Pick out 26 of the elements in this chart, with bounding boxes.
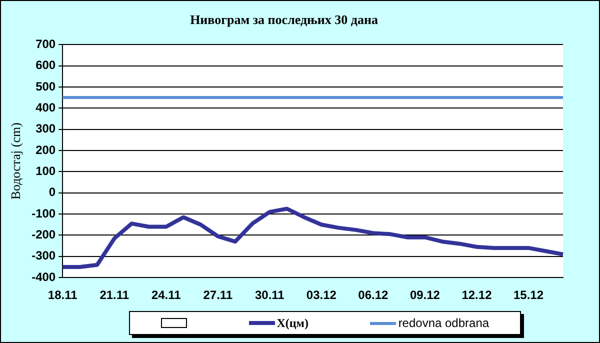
legend-label: X(цм)	[276, 316, 308, 330]
x-tick-label: 06.12	[358, 288, 389, 302]
y-tick-label: 300	[36, 122, 56, 136]
y-tick-label: -400	[32, 270, 56, 284]
x-tick-label: 27.11	[203, 288, 233, 302]
x-tick-label: 15.12	[513, 288, 544, 302]
x-tick-label: 30.11	[254, 288, 285, 302]
y-tick-label: -300	[32, 248, 56, 263]
x-tick-label: 21.11	[100, 288, 130, 302]
y-tick-label: -100	[32, 206, 56, 220]
y-axis-title: Водостај (cm)	[8, 122, 24, 200]
y-tick-label: 200	[36, 142, 56, 157]
legend-label: redovna odbrana	[398, 316, 490, 330]
y-tick-label: 400	[36, 100, 56, 114]
x-tick-label: 18.11	[48, 288, 78, 302]
x-tick-label: 03.12	[306, 288, 337, 302]
x-tick-label: 09.12	[410, 288, 440, 302]
y-tick-label: 0	[48, 185, 56, 200]
y-tick-label: 100	[36, 164, 56, 178]
y-tick-label: 600	[36, 58, 56, 72]
x-tick-label: 12.12	[462, 288, 492, 302]
y-tick-label: 500	[36, 79, 56, 94]
x-tick-label: 24.11	[151, 288, 182, 302]
y-tick-label: 700	[36, 36, 56, 51]
chart-title: Нивограм за последњих 30 дана	[190, 12, 378, 28]
y-tick-label: -200	[32, 228, 56, 242]
